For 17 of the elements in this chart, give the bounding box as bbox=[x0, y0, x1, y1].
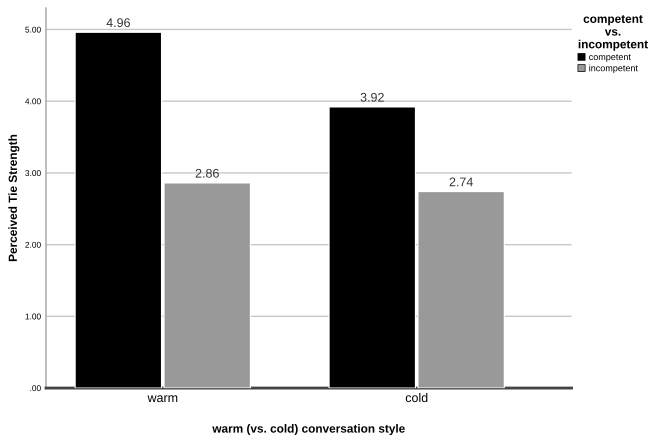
data-label: 2.86 bbox=[196, 168, 219, 178]
data-label: 3.92 bbox=[360, 92, 384, 102]
y-tick-label: 4.00 bbox=[25, 98, 41, 104]
x-axis-title: warm (vs. cold) conversation style bbox=[212, 424, 405, 436]
x-tick-label: warm bbox=[147, 395, 178, 402]
legend-label: incompetent bbox=[589, 64, 638, 74]
data-label: 2.74 bbox=[450, 177, 473, 186]
y-tick-label: 5.00 bbox=[25, 26, 41, 33]
legend-label: competent bbox=[589, 54, 631, 62]
y-tick-label: 3.00 bbox=[25, 170, 41, 176]
y-tick-label: .00 bbox=[30, 385, 41, 392]
x-tick-label: cold bbox=[406, 392, 428, 402]
y-tick-label: 1.00 bbox=[26, 314, 41, 320]
y-axis-title: Perceived Tie Strength bbox=[8, 134, 20, 262]
y-tick-label: 2.00 bbox=[25, 242, 41, 248]
legend-title: competent vs. incompetent bbox=[578, 15, 648, 51]
data-label: 4.96 bbox=[106, 18, 130, 28]
